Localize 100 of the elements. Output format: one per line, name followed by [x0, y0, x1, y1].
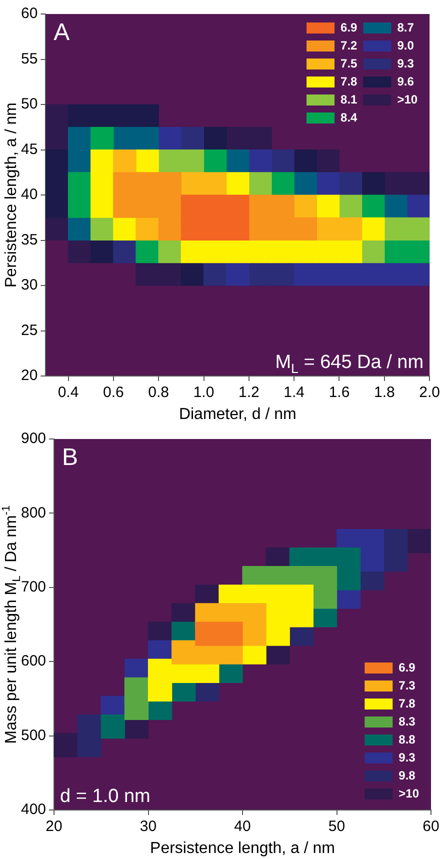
y-tick-label: 60: [20, 5, 38, 22]
point: [360, 547, 384, 572]
point: [90, 104, 114, 128]
point: [68, 172, 92, 196]
point: [271, 262, 294, 286]
point: [406, 172, 430, 196]
point: [271, 149, 294, 173]
point: [203, 149, 227, 173]
point: [113, 240, 136, 264]
x-axis-title: Diameter, d / nm: [178, 406, 296, 423]
legend-label: 7.5: [340, 56, 358, 70]
point: [113, 126, 136, 150]
point: [362, 172, 385, 196]
point: [158, 217, 182, 241]
point: [136, 240, 159, 264]
point: [180, 149, 204, 173]
point: [226, 194, 250, 218]
point: [46, 217, 69, 241]
point: [406, 194, 430, 218]
point: [226, 217, 250, 241]
point: [90, 217, 114, 241]
point: [90, 149, 114, 173]
point: [158, 262, 182, 286]
point: [226, 126, 250, 150]
x-tick-label: 1.2: [238, 384, 260, 402]
point: [226, 172, 250, 196]
point: [384, 547, 408, 572]
point: [362, 217, 385, 241]
x-tick-label: 20: [46, 818, 62, 836]
point: [68, 126, 92, 150]
legend-label: 9.8: [398, 768, 416, 782]
point: [316, 194, 340, 218]
x-tick-label: 1.6: [328, 384, 350, 402]
legend-label: 7.8: [398, 696, 416, 710]
y-tick-label: 900: [20, 430, 46, 448]
point: [46, 149, 69, 173]
y-tick-label: 30: [20, 276, 38, 294]
point: [113, 149, 136, 173]
legend-label: 9.6: [397, 74, 414, 88]
point: [158, 194, 182, 218]
legend-label: 9.3: [397, 56, 414, 70]
point: [384, 217, 408, 241]
point: [203, 240, 227, 264]
point: [384, 172, 408, 196]
point: [158, 240, 182, 264]
point: [90, 240, 114, 264]
legend-label: 8.3: [398, 714, 416, 728]
point: [384, 262, 408, 286]
point: [271, 172, 294, 196]
point: [46, 126, 69, 150]
point: [316, 172, 340, 196]
point: [46, 194, 69, 218]
x-tick-label: 40: [234, 818, 251, 836]
point: [294, 194, 317, 218]
point: [362, 194, 385, 218]
point: [68, 149, 92, 173]
point: [338, 172, 362, 196]
point: [226, 262, 250, 286]
point: [136, 126, 159, 150]
point: [113, 172, 136, 196]
annotation: d = 1.0 nm: [60, 786, 150, 807]
point: [136, 262, 159, 286]
point: [384, 194, 408, 218]
point: [124, 696, 149, 720]
legend-label: 6.9: [398, 660, 416, 674]
x-tick-label: 1.4: [284, 384, 305, 402]
y-axis-title: Mass per unit length ML / Da nm-1: [0, 505, 23, 744]
y-tick-label: 600: [20, 652, 46, 670]
point: [338, 194, 362, 218]
y-tick-label: 400: [20, 801, 46, 818]
x-tick-label: 2.0: [419, 384, 440, 402]
point: [294, 172, 317, 196]
point: [136, 104, 159, 128]
point: [46, 104, 69, 128]
point: [113, 217, 136, 241]
point: [248, 126, 272, 150]
point: [316, 262, 340, 286]
point: [384, 240, 408, 264]
point: [203, 172, 227, 196]
point: [248, 149, 272, 173]
point: [172, 640, 196, 664]
x-tick-label: 30: [140, 818, 157, 836]
point: [68, 194, 92, 218]
point: [158, 172, 182, 196]
point: [316, 240, 340, 264]
point: [158, 126, 182, 150]
point: [294, 149, 317, 173]
point: [242, 622, 266, 646]
legend-label: >10: [397, 92, 418, 106]
point: [294, 262, 317, 286]
point: [271, 217, 294, 241]
point: [90, 194, 114, 218]
legend-label: 7.8: [340, 74, 358, 88]
x-axis-title: Persistence length, a / nm: [150, 840, 336, 857]
point: [136, 172, 159, 196]
point: [68, 240, 92, 264]
x-tick-label: 60: [422, 818, 440, 836]
y-tick-label: 45: [20, 140, 38, 158]
point: [148, 677, 172, 702]
y-tick-label: 800: [20, 504, 46, 522]
